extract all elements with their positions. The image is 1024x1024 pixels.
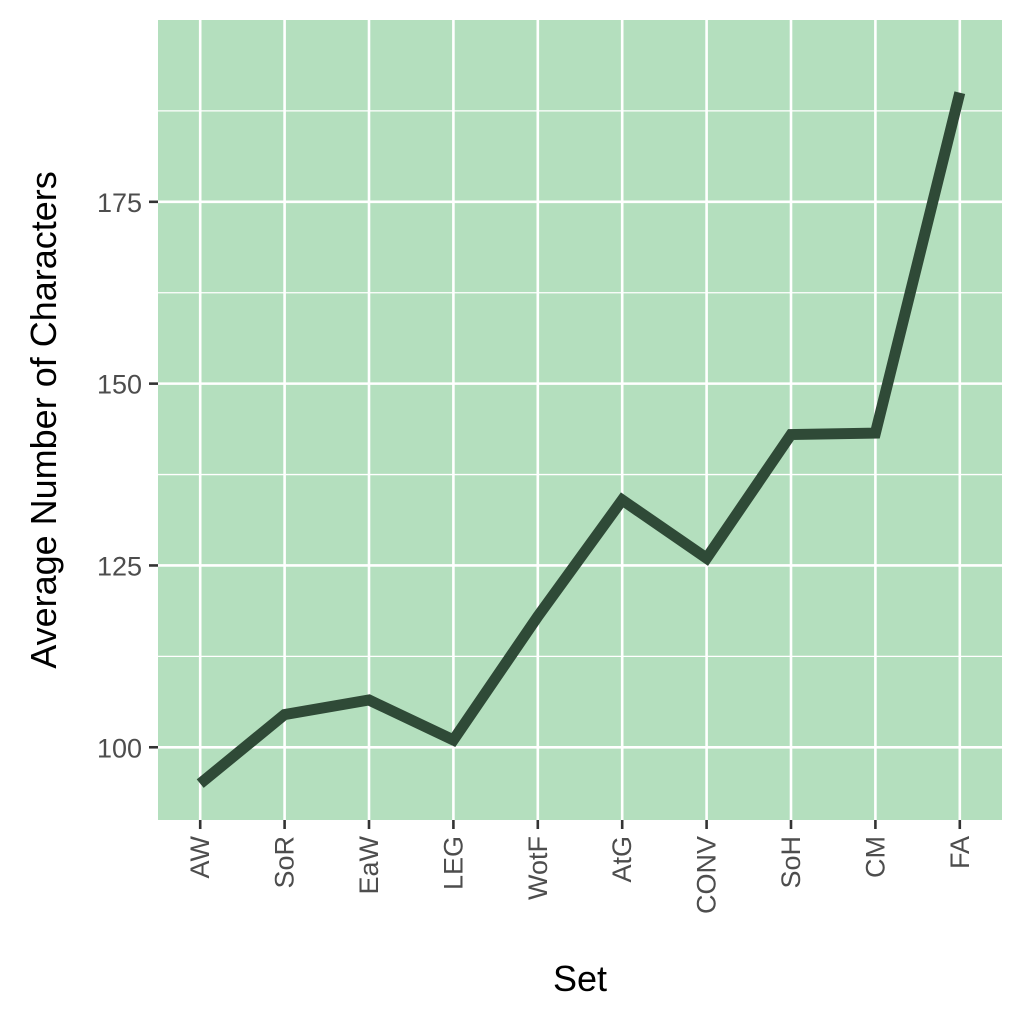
plot-panel (158, 20, 1002, 820)
x-tick-label: SoH (776, 836, 806, 889)
x-tick-label: WotF (523, 836, 553, 900)
x-tick-label: FA (945, 836, 975, 869)
x-tick-label: EaW (354, 835, 384, 894)
x-tick-label: AtG (607, 836, 637, 883)
x-tick-label: SoR (270, 836, 300, 889)
minor-gridlines (158, 110, 1002, 658)
y-axis-title: Average Number of Characters (23, 171, 64, 669)
x-tick-label: CM (860, 836, 890, 878)
y-axis: 100 125 150 175 (97, 188, 158, 763)
y-tick-label: 150 (97, 370, 142, 400)
x-axis-title: Set (553, 958, 607, 999)
x-tick-label: LEG (438, 836, 468, 890)
x-axis: AW SoR EaW LEG WotF AtG CONV SoH CM FA (185, 820, 975, 914)
x-tick-label: CONV (692, 836, 722, 914)
y-tick-label: 175 (97, 188, 142, 218)
series-line (196, 91, 966, 788)
major-gridlines (158, 20, 1002, 820)
y-tick-label: 125 (97, 551, 142, 581)
x-tick-label: AW (185, 835, 215, 878)
y-tick-label: 100 (97, 733, 142, 763)
